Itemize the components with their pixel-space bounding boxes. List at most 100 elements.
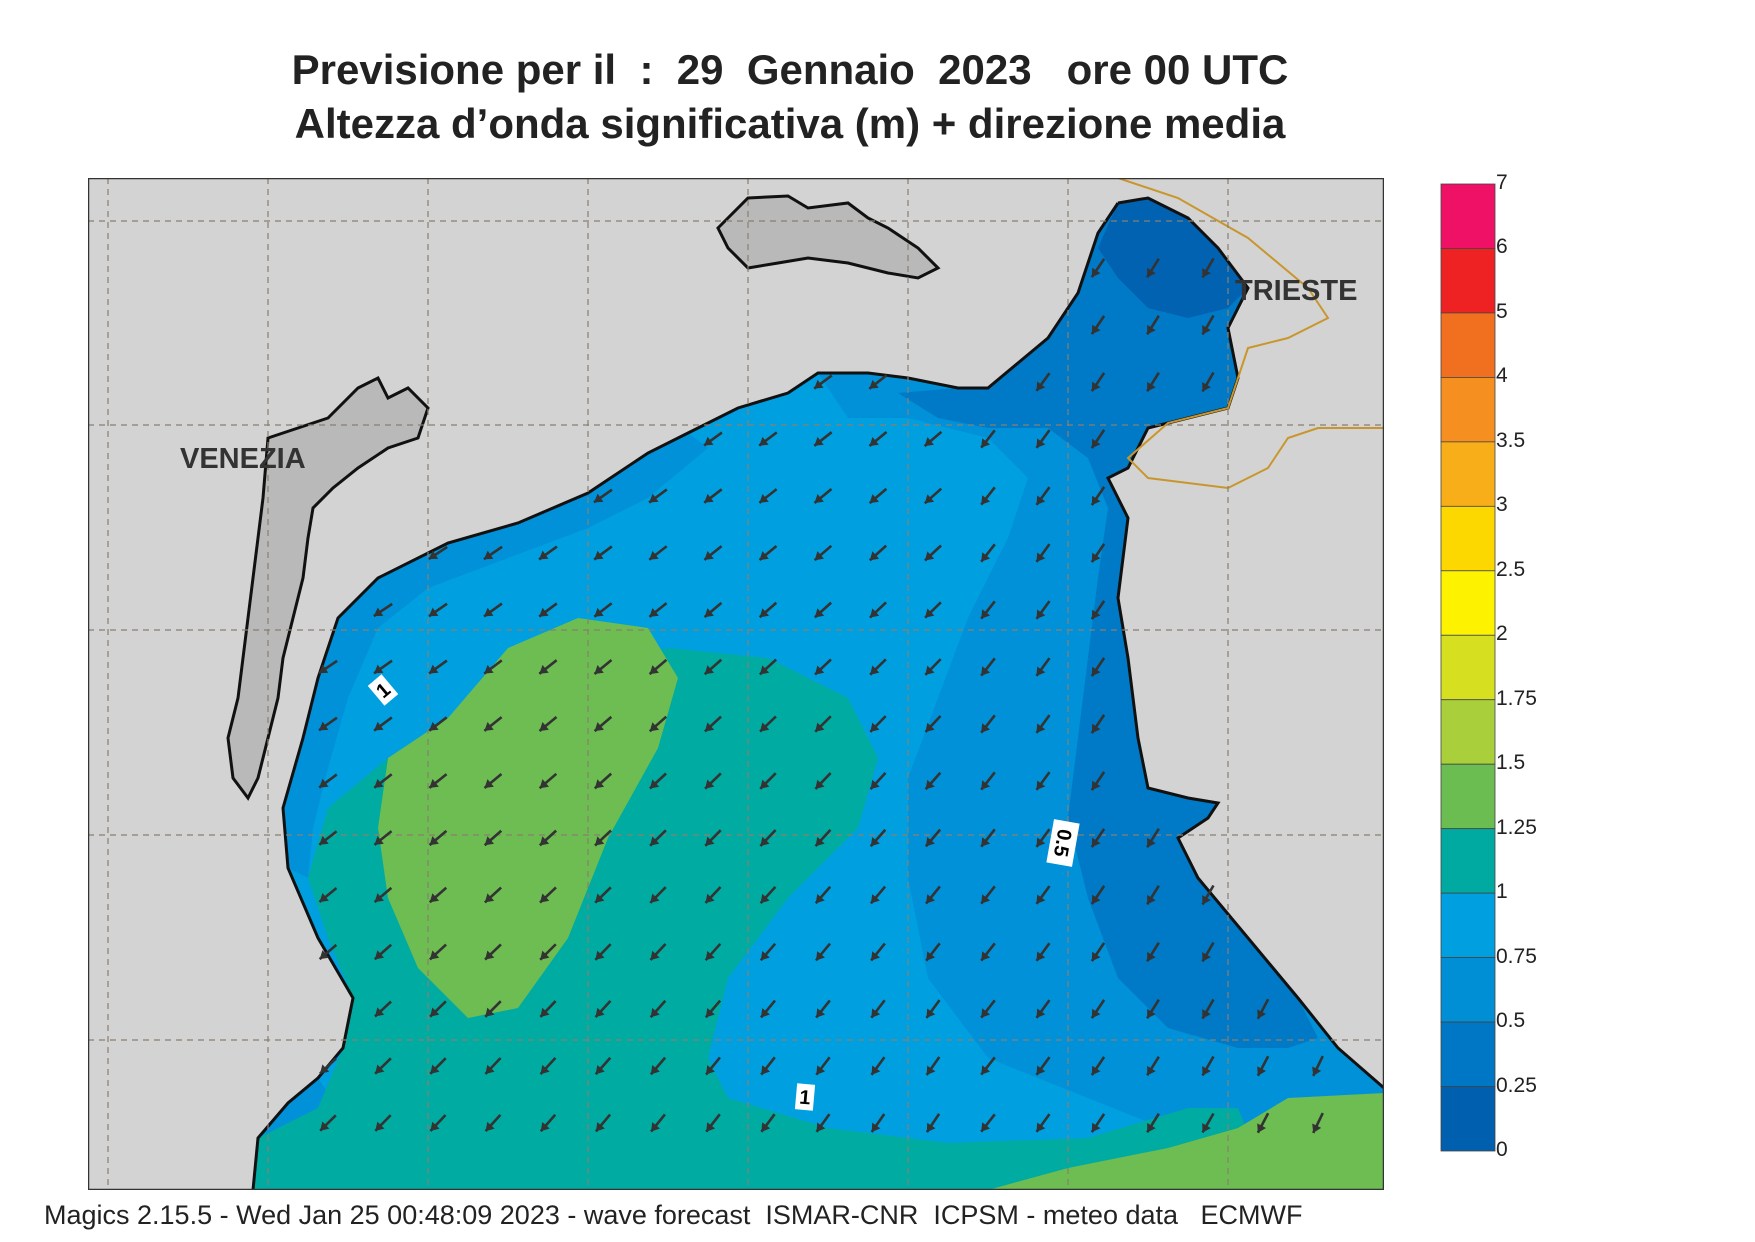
direction-arrow-head <box>924 551 935 561</box>
direction-arrow-head <box>1257 1123 1267 1133</box>
direction-arrow-head <box>1202 325 1211 335</box>
legend-swatch <box>1440 1021 1496 1087</box>
direction-arrow-head <box>1312 1066 1322 1076</box>
direction-arrow-head <box>650 1065 660 1075</box>
title-line-1: Previsione per il : 29 Gennaio 2023 ore … <box>291 46 1289 93</box>
direction-arrow-head <box>704 493 714 503</box>
direction-arrow-head <box>814 551 825 561</box>
direction-arrow-head <box>925 665 935 675</box>
direction-arrow-head <box>871 1065 881 1075</box>
direction-arrow-head <box>1036 780 1046 790</box>
direction-arrow-head <box>484 607 494 617</box>
direction-arrow-head <box>759 551 769 561</box>
legend-tick-label: 1.25 <box>1496 815 1537 839</box>
direction-arrow-head <box>1091 894 1101 905</box>
direction-arrow-head <box>429 721 439 731</box>
direction-arrow-head <box>869 608 880 618</box>
direction-arrow-head <box>1147 267 1156 278</box>
direction-arrow-head <box>1036 951 1046 961</box>
direction-arrow-head <box>374 893 384 903</box>
direction-arrow-head <box>595 1122 605 1132</box>
contour-label-1-south: 1 <box>794 1083 816 1111</box>
legend-tick-label: 0.75 <box>1496 944 1537 968</box>
direction-arrow-head <box>814 436 824 446</box>
legend-tick-label: 1 <box>1496 880 1508 904</box>
legend-tick-label: 5 <box>1496 299 1508 323</box>
direction-arrow-head <box>1091 438 1101 449</box>
legend-tick-label: 6 <box>1496 235 1508 259</box>
direction-arrow-head <box>704 608 714 618</box>
direction-arrow-head <box>815 722 825 732</box>
direction-arrow-head <box>374 721 384 731</box>
direction-arrow-head <box>373 607 384 617</box>
legend-swatch <box>1440 183 1496 249</box>
direction-arrow-head <box>1036 666 1046 676</box>
direction-arrow-head <box>539 550 549 560</box>
direction-arrow-head <box>815 836 825 847</box>
legend-tick-label: 2 <box>1496 622 1508 646</box>
direction-arrow-head <box>1147 1065 1156 1076</box>
direction-arrow-head <box>981 1122 991 1132</box>
grado-lagoon <box>716 194 941 280</box>
direction-arrow-head <box>374 836 384 845</box>
direction-arrow-head <box>375 1121 385 1131</box>
direction-arrow-head <box>1091 609 1101 620</box>
direction-arrow-head <box>1036 1008 1046 1018</box>
direction-arrow-head <box>374 1007 385 1017</box>
direction-arrow-head <box>816 1122 826 1132</box>
direction-arrow-head <box>705 950 715 961</box>
direction-arrow-head <box>704 436 714 446</box>
direction-arrow-head <box>871 951 881 961</box>
direction-arrow-head <box>429 893 440 903</box>
direction-arrow-head <box>318 664 329 674</box>
direction-arrow-head <box>925 608 935 618</box>
direction-arrow-head <box>651 1122 660 1132</box>
direction-arrow-head <box>1147 1122 1156 1133</box>
direction-arrow-head <box>540 950 550 960</box>
contour-label: 0.5 <box>1049 827 1075 858</box>
direction-arrow-head <box>759 665 770 675</box>
direction-arrow-head <box>981 780 991 790</box>
wave-height-map: 1 0.5 1 VENEZIA TRIESTE <box>88 178 1384 1190</box>
direction-arrow-head <box>705 1008 715 1018</box>
direction-arrow-head <box>981 1008 991 1018</box>
direction-arrow-head <box>761 1065 771 1075</box>
direction-arrow-head <box>485 950 495 960</box>
direction-arrow-head <box>704 722 715 732</box>
direction-arrow-head <box>1091 267 1101 278</box>
direction-arrow-head <box>319 835 329 845</box>
direction-arrow-head <box>1036 495 1046 505</box>
footer-credits: Magics 2.15.5 - Wed Jan 25 00:48:09 2023… <box>44 1200 1303 1230</box>
direction-arrow-head <box>871 1122 881 1133</box>
legend-swatch <box>1440 699 1496 765</box>
direction-arrow-head <box>1091 495 1101 506</box>
direction-arrow-head <box>926 1122 936 1133</box>
direction-arrow-head <box>539 779 550 789</box>
direction-arrow-head <box>319 778 329 788</box>
direction-arrow-head <box>320 1121 330 1131</box>
direction-arrow-head <box>429 664 439 674</box>
direction-arrow-head <box>375 1064 385 1074</box>
direction-arrow-head <box>539 722 549 732</box>
direction-arrow-head <box>926 1008 936 1018</box>
direction-arrow-head <box>374 778 384 788</box>
direction-arrow-head <box>1202 952 1211 962</box>
direction-arrow-head <box>540 1121 550 1132</box>
direction-arrow-head <box>815 893 825 904</box>
direction-arrow-head <box>870 722 880 732</box>
direction-arrow-head <box>1036 1122 1046 1132</box>
city-label-venezia: VENEZIA <box>180 443 306 475</box>
direction-arrow-head <box>1202 382 1211 392</box>
direction-arrow-head <box>761 1122 771 1132</box>
legend-swatch <box>1440 892 1496 959</box>
direction-arrow-head <box>981 723 991 733</box>
legend-tick-label: 3.5 <box>1496 428 1526 452</box>
direction-arrow-head <box>1257 1009 1267 1019</box>
direction-arrow-head <box>594 836 605 846</box>
direction-arrow-head <box>815 779 825 789</box>
direction-arrow-head <box>925 779 935 790</box>
direction-arrow-head <box>869 551 880 561</box>
direction-arrow-head <box>1202 1066 1211 1076</box>
direction-arrow-head <box>429 836 439 846</box>
legend-tick-label: 4 <box>1496 364 1508 388</box>
